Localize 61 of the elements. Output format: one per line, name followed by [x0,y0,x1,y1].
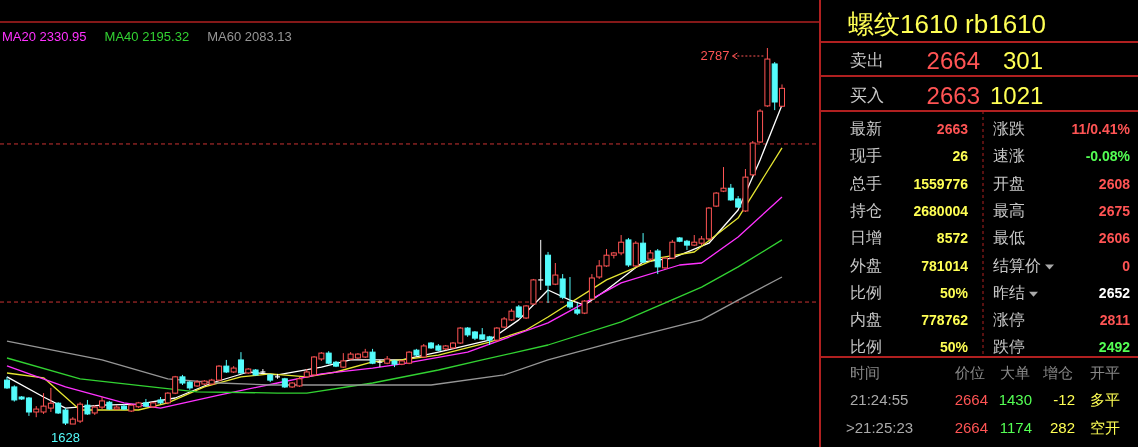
text: 282 [1049,419,1075,436]
text: 持仓 [850,201,882,219]
text: 空开 [1090,419,1120,436]
legend: MA20 2330.95 MA40 2195.32 MA60 2083.13 [2,29,292,44]
text: 涨跌 [993,120,1025,137]
text: 11/0.41% [1071,121,1131,137]
text: 大单 [1000,364,1030,381]
text: 螺纹1610 rb1610 [848,9,1047,39]
text: 时间 [850,364,880,381]
text: 1628 [51,430,80,445]
text: 内盘 [850,311,882,329]
text: 8572 [936,230,969,247]
text: 1559776 [913,175,969,192]
text: 2652 [1098,284,1131,301]
text: 卖出 [850,51,884,70]
text: 1430 [998,391,1032,408]
text: 2664 [954,419,988,436]
text: 外盘 [850,256,882,274]
text: 21:24:55 [850,391,909,408]
text: 总手 [849,174,882,192]
text: 50% [939,339,969,356]
text: 2811 [1099,312,1131,329]
annotation: 2787 [700,48,730,63]
text: 比例 [850,338,882,356]
text: 301 [1003,47,1044,74]
text: 现手 [850,147,882,165]
text: 昨结 [993,283,1025,301]
text: 2663 [936,121,969,137]
text: 买入 [850,86,884,105]
text: 26 [952,148,969,165]
text: 速涨 [993,147,1025,165]
text: 1021 [990,82,1044,109]
text: 2675 [1098,202,1131,219]
text: 跌停 [993,338,1025,356]
text: 开平 [1090,364,1120,381]
text: 最高 [993,201,1025,219]
text: -0.08% [1085,148,1131,165]
text: 1174 [999,419,1032,436]
text: 开盘 [993,174,1025,192]
text: 日增 [850,229,882,247]
text: 最低 [993,229,1025,247]
text: >21:25:23 [846,419,914,436]
text: 涨停 [993,311,1025,329]
text: -12 [1053,391,1075,408]
text: 2606 [1098,230,1131,247]
text: 2680004 [913,202,969,219]
text: 最新 [850,120,882,137]
text: 价位 [954,364,985,381]
text: 2664 [926,47,980,74]
text: 50% [939,284,969,301]
text: 2663 [926,82,980,109]
text: 781014 [921,257,969,274]
text: 2492 [1098,339,1131,356]
text: 2608 [1098,175,1131,192]
text: 2664 [954,391,988,408]
text: 0 [1122,257,1131,274]
text: 多平 [1090,391,1120,408]
text: 比例 [850,283,882,301]
text: 增仓 [1042,364,1073,381]
text: 778762 [921,312,969,329]
text: 结算价 [993,256,1041,274]
